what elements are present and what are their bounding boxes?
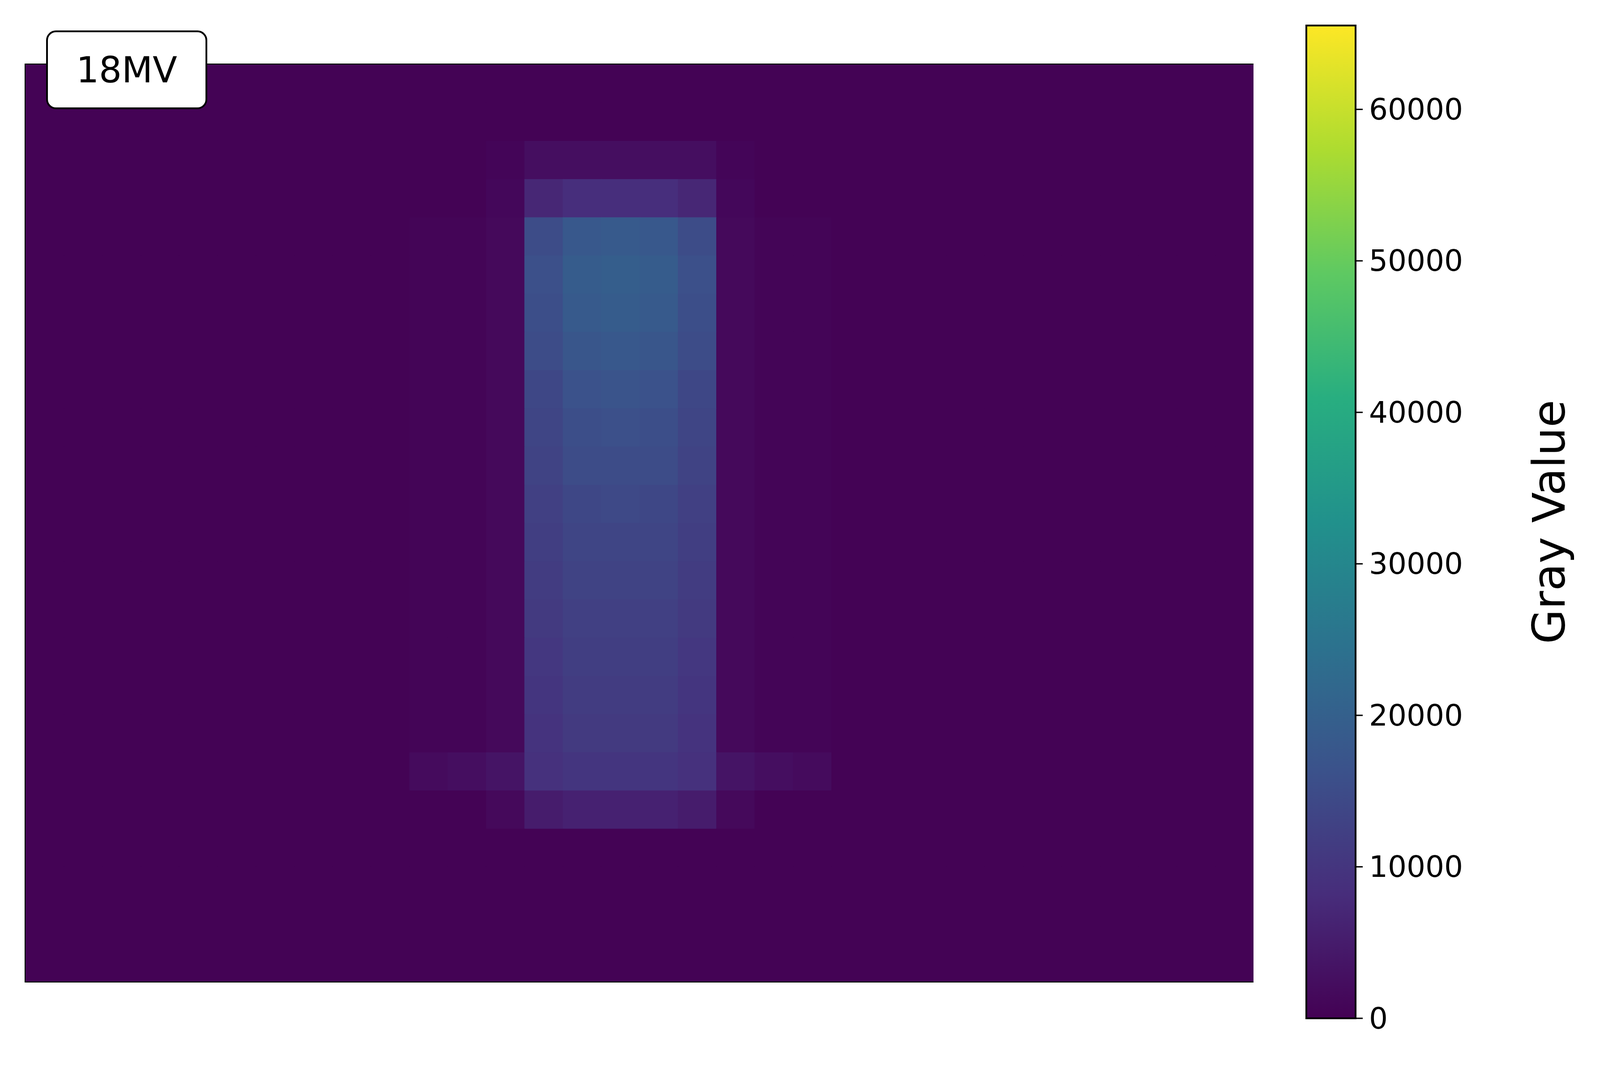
svg-text:20000: 20000 [1368,698,1464,733]
svg-text:30000: 30000 [1368,546,1464,582]
svg-text:60000: 60000 [1368,92,1464,127]
svg-text:0: 0 [1368,1001,1388,1036]
svg-text:40000: 40000 [1368,395,1464,430]
svg-text:50000: 50000 [1368,243,1464,279]
svg-text:10000: 10000 [1368,849,1464,885]
svg-text:Gray Value: Gray Value [1522,399,1576,644]
html-text:18MV: 18MV [76,49,178,91]
